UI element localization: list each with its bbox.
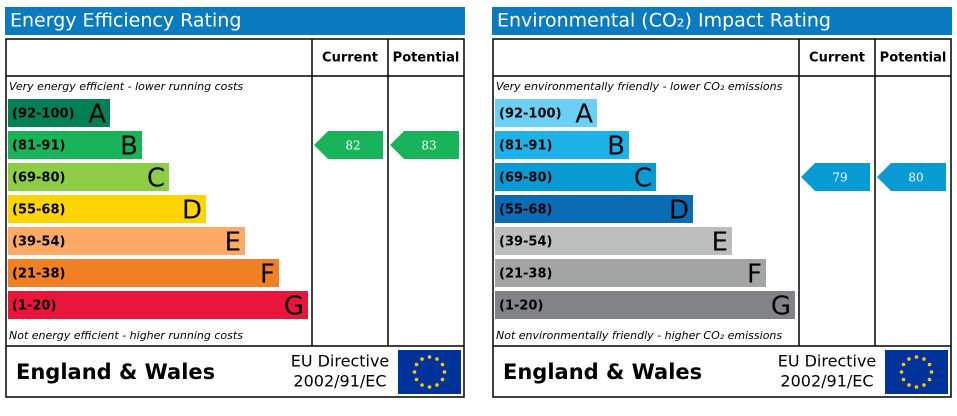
- column-header: Current: [322, 51, 378, 66]
- band-letter: A: [575, 100, 593, 130]
- band-letter: D: [182, 196, 202, 226]
- band: [8, 291, 308, 319]
- eu-star: [899, 370, 904, 374]
- country: England & Wales: [503, 360, 702, 384]
- band-range: (55-68): [499, 203, 552, 218]
- eu-star: [927, 377, 932, 382]
- band-letter: F: [747, 260, 762, 290]
- eu-star: [927, 362, 932, 367]
- title-bar: [5, 7, 465, 35]
- band-letter: D: [669, 196, 689, 226]
- rating-value: 82: [345, 139, 360, 153]
- band: [8, 99, 110, 127]
- band: [8, 195, 206, 223]
- eu-star: [442, 370, 447, 374]
- eu-star: [907, 357, 911, 361]
- eu-star: [435, 357, 439, 361]
- eu-star: [901, 362, 906, 367]
- band: [495, 131, 629, 159]
- band-letter: G: [771, 292, 791, 322]
- band: [8, 163, 169, 191]
- rating-arrow: [314, 131, 383, 159]
- column-header: Potential: [880, 51, 947, 66]
- title-bar: [492, 7, 952, 35]
- directive: EU Directive: [778, 352, 877, 371]
- band-range: (92-100): [499, 107, 562, 122]
- band-letter: C: [634, 164, 652, 194]
- top-note: Very environmentally friendly - lower CO…: [496, 80, 783, 93]
- eu-star: [922, 357, 926, 361]
- band-letter: C: [147, 164, 165, 194]
- band-letter: F: [260, 260, 275, 290]
- band: [8, 131, 142, 159]
- eu-star: [440, 377, 445, 382]
- band-range: (92-100): [12, 107, 75, 122]
- eu-star: [435, 383, 439, 387]
- eu-star: [427, 355, 432, 359]
- band-range: (1-20): [12, 299, 56, 314]
- rating-arrow: [877, 163, 946, 191]
- bottom-note: Not environmentally friendly - higher CO…: [496, 329, 782, 342]
- band: [495, 259, 766, 287]
- band-letter: B: [120, 132, 138, 162]
- eu-star: [420, 357, 424, 361]
- band-letter: A: [88, 100, 106, 130]
- eu-star: [440, 362, 445, 367]
- band-range: (39-54): [499, 235, 552, 250]
- band-range: (81-91): [12, 139, 65, 154]
- rating-arrow: [801, 163, 870, 191]
- band-range: (69-80): [499, 171, 552, 186]
- column-header: Current: [809, 51, 865, 66]
- eu-star: [929, 370, 934, 374]
- country: England & Wales: [16, 360, 215, 384]
- band: [495, 99, 597, 127]
- column-header: Potential: [393, 51, 460, 66]
- band-range: (21-38): [12, 267, 65, 282]
- eu-star: [412, 370, 417, 374]
- directive: EU Directive: [291, 352, 390, 371]
- band-range: (81-91): [499, 139, 552, 154]
- band-letter: E: [712, 228, 728, 258]
- rating-value: 79: [832, 171, 847, 185]
- eu-star: [914, 355, 919, 359]
- panel-title: Environmental (CO₂) Impact Rating: [497, 10, 831, 32]
- rating-arrow: [390, 131, 459, 159]
- eu-star: [427, 385, 432, 389]
- directive: 2002/91/EC: [780, 372, 873, 391]
- eu-star: [901, 377, 906, 382]
- frame: [5, 38, 465, 398]
- frame: [492, 38, 952, 398]
- band: [495, 227, 732, 255]
- band: [495, 291, 795, 319]
- eu-star: [914, 385, 919, 389]
- band: [495, 163, 656, 191]
- band: [495, 195, 693, 223]
- band: [8, 259, 279, 287]
- eu-star: [414, 377, 419, 382]
- band-range: (21-38): [499, 267, 552, 282]
- bottom-note: Not energy efficient - higher running co…: [9, 329, 243, 342]
- band-letter: B: [607, 132, 625, 162]
- band-range: (69-80): [12, 171, 65, 186]
- top-note: Very energy efficient - lower running co…: [9, 80, 243, 93]
- band-range: (39-54): [12, 235, 65, 250]
- eu-star: [907, 383, 911, 387]
- eu-star: [420, 383, 424, 387]
- panel-title: Energy Efficiency Rating: [10, 10, 241, 32]
- band: [8, 227, 245, 255]
- band-letter: E: [225, 228, 241, 258]
- rating-value: 83: [421, 139, 436, 153]
- eu-star: [414, 362, 419, 367]
- rating-value: 80: [908, 171, 923, 185]
- band-range: (1-20): [499, 299, 543, 314]
- directive: 2002/91/EC: [293, 372, 386, 391]
- band-range: (55-68): [12, 203, 65, 218]
- band-letter: G: [284, 292, 304, 322]
- eu-star: [922, 383, 926, 387]
